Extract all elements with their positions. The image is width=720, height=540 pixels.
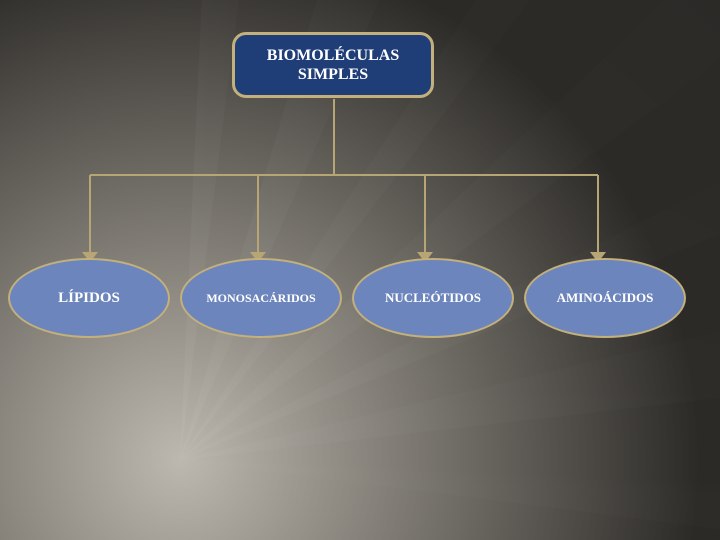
child-label: NUCLEÓTIDOS <box>385 290 481 306</box>
child-node: MONOSACÁRIDOS <box>180 258 342 338</box>
child-node: LÍPIDOS <box>8 258 170 338</box>
child-node: AMINOÁCIDOS <box>524 258 686 338</box>
root-label: BIOMOLÉCULAS SIMPLES <box>267 46 399 84</box>
diagram-stage: BIOMOLÉCULAS SIMPLES LÍPIDOS MONOSACÁRIDO… <box>0 0 720 540</box>
child-label: LÍPIDOS <box>58 290 120 307</box>
child-label: MONOSACÁRIDOS <box>206 291 315 306</box>
child-node: NUCLEÓTIDOS <box>352 258 514 338</box>
root-node: BIOMOLÉCULAS SIMPLES <box>232 32 434 98</box>
child-label: AMINOÁCIDOS <box>557 290 654 306</box>
